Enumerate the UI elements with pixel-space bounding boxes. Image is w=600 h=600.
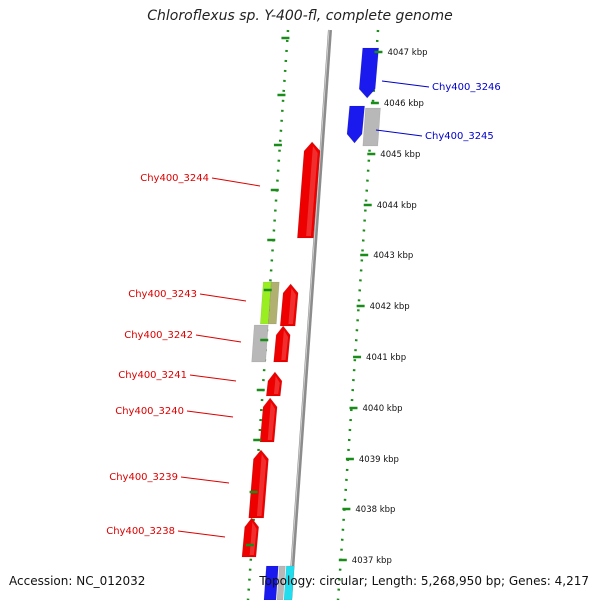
- gene-block-olive: [267, 281, 280, 325]
- gene-arrow-chy400-3238: [241, 517, 260, 558]
- gene-label-forward: Chy400_3243: [128, 289, 197, 300]
- gene-leader-reverse: [375, 129, 423, 137]
- kbp-tick-label: 4038 kbp: [355, 505, 395, 515]
- gene-arrows: [241, 47, 381, 600]
- genome-title: Chloroflexus sp. Y-400-fl, complete geno…: [147, 8, 453, 24]
- gene-label-forward: Chy400_3241: [118, 370, 187, 381]
- kbp-tick-label: 4037 kbp: [352, 556, 392, 566]
- gene-block-grey-bottom: [276, 565, 286, 600]
- gene-block-grey-upper: [362, 107, 381, 147]
- gene-arrow-chy400-3243-shade: [288, 288, 296, 324]
- gene-arrow-chy400-3243: [279, 283, 299, 327]
- gene-arrow-chy400-3239-shade: [256, 454, 267, 516]
- gene-arrow-chy400-3245: [346, 105, 365, 144]
- gene-label-forward: Chy400_3240: [115, 406, 184, 417]
- gene-arrow-chy400-3240-shade: [267, 402, 276, 440]
- gene-labels: Chy400_3244 Chy400_3243 Chy400_3242 Chy400_…: [106, 80, 501, 538]
- gene-arrow-chy400-3241-shade: [273, 376, 280, 394]
- kbp-tick-label: 4047 kbp: [387, 48, 427, 58]
- gene-leader-forward: [195, 334, 242, 343]
- gene-leader-forward: [211, 177, 261, 187]
- kbp-tick-label: 4041 kbp: [366, 353, 406, 363]
- gene-leader-forward: [180, 476, 230, 484]
- genome-summary: Topology: circular; Length: 5,268,950 bp…: [259, 574, 589, 588]
- gene-label-forward: Chy400_3239: [109, 472, 178, 483]
- kbp-tick-label: 4044 kbp: [377, 201, 417, 211]
- kbp-scale: 4047 kbp 4046 kbp 4045 kbp 4044 kbp 4043 kbp…: [245, 36, 428, 566]
- gene-label-reverse: Chy400_3246: [432, 82, 501, 93]
- gene-label-forward: Chy400_3238: [106, 526, 175, 537]
- gene-block-blue-bottom: [263, 565, 279, 600]
- kbp-tick-label: 4039 kbp: [359, 455, 399, 465]
- gene-arrow-chy400-3238-shade: [249, 522, 257, 555]
- backbone-line: [288, 29, 332, 600]
- kbp-tick-label: 4040 kbp: [362, 404, 402, 414]
- kbp-tick-label: 4043 kbp: [373, 251, 413, 261]
- accession-text: Accession: NC_012032: [9, 574, 146, 588]
- gene-arrow-chy400-3241: [265, 371, 283, 397]
- genome-backbone: [288, 29, 332, 600]
- gene-leader-reverse: [381, 80, 430, 88]
- gene-arrow-chy400-3242: [273, 325, 291, 363]
- gene-block-cyan-bottom: [283, 565, 295, 600]
- gene-arrow-chy400-3246: [358, 47, 380, 99]
- backbone-highlight: [288, 29, 330, 600]
- gene-arrow-chy400-3244-shade: [306, 146, 318, 236]
- gene-leader-forward: [186, 410, 234, 418]
- gene-block-grey-lower: [251, 324, 269, 363]
- gene-label-forward: Chy400_3242: [124, 330, 193, 341]
- gene-arrow-chy400-3244: [297, 141, 321, 239]
- gene-arrow-chy400-3242-shade: [281, 330, 289, 360]
- gene-leader-forward: [189, 374, 237, 382]
- kbp-tick-label: 4046 kbp: [384, 99, 424, 109]
- kbp-tick-label: 4042 kbp: [370, 302, 410, 312]
- gene-label-reverse: Chy400_3245: [425, 131, 494, 142]
- gene-leader-forward: [177, 530, 226, 538]
- gene-arrow-chy400-3239: [248, 449, 269, 519]
- gene-label-forward: Chy400_3244: [140, 173, 209, 184]
- kbp-tick-label: 4045 kbp: [380, 150, 420, 160]
- gene-leader-forward: [199, 293, 247, 302]
- gene-arrow-chy400-3240: [259, 397, 278, 443]
